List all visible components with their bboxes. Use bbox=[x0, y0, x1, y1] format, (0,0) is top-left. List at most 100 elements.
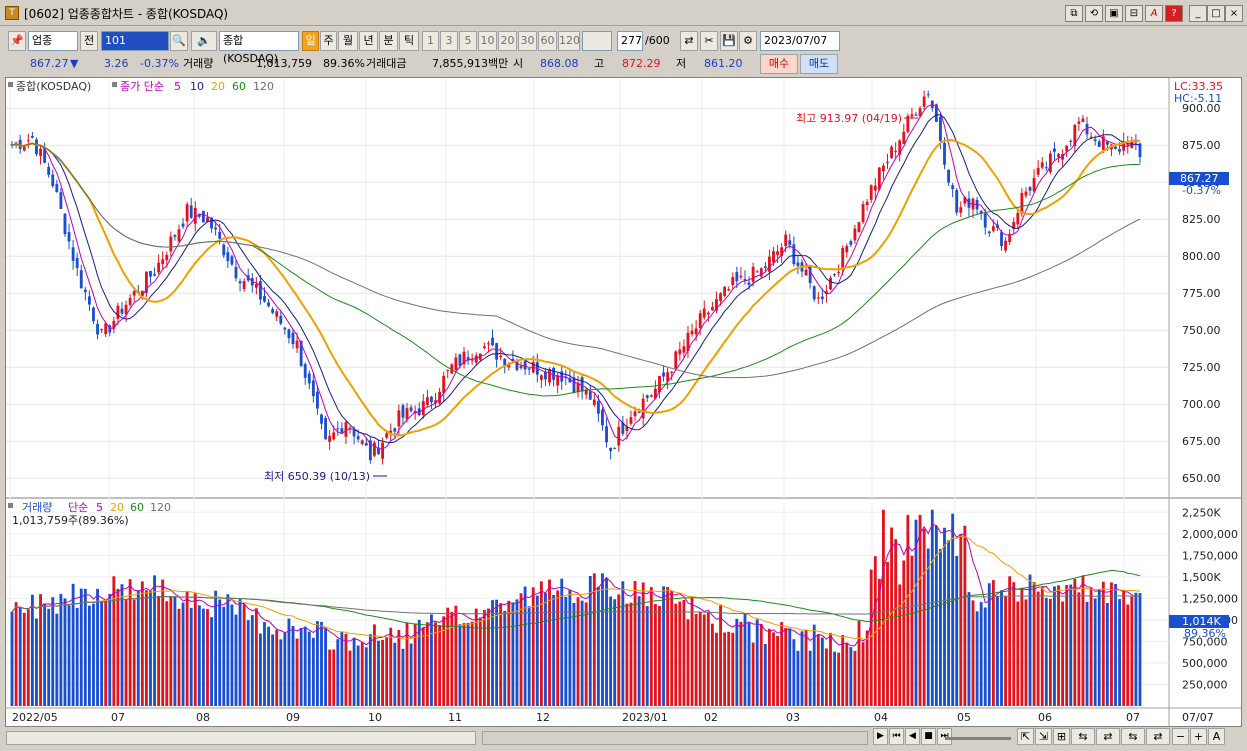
tab-year[interactable]: 년 bbox=[359, 31, 378, 51]
candle-body bbox=[751, 266, 755, 282]
code-input[interactable]: 101 bbox=[101, 31, 169, 51]
interval-dropdown[interactable] bbox=[582, 31, 612, 51]
interval-20[interactable]: 20 bbox=[498, 31, 517, 51]
font-size-button[interactable]: A bbox=[1208, 728, 1225, 745]
prev-page-button[interactable]: ◀ bbox=[905, 728, 920, 745]
tab-tick[interactable]: 틱 bbox=[399, 31, 419, 51]
zoom-out-button[interactable]: − bbox=[1172, 728, 1189, 745]
volume-ytick-label: 1,250,000 bbox=[1182, 592, 1238, 605]
pin-icon[interactable]: 📌 bbox=[8, 31, 26, 51]
interval-60[interactable]: 60 bbox=[538, 31, 557, 51]
high-value: 872.29 bbox=[622, 57, 661, 70]
volume-bar bbox=[641, 582, 645, 706]
tool-6-icon[interactable]: ⇆ bbox=[1121, 728, 1145, 745]
candle-body bbox=[926, 94, 930, 96]
volume-bar bbox=[51, 597, 55, 706]
scroll-track[interactable] bbox=[482, 731, 868, 745]
volume-bar bbox=[271, 634, 275, 706]
interval-30[interactable]: 30 bbox=[518, 31, 537, 51]
candle-body bbox=[1048, 153, 1052, 173]
market-select[interactable]: 업종 bbox=[28, 31, 78, 51]
buy-button[interactable]: 매수 bbox=[760, 54, 798, 74]
tool-3-icon[interactable]: ⊞ bbox=[1053, 728, 1070, 745]
volume-bar bbox=[751, 642, 755, 706]
speaker-icon[interactable]: 🔈 bbox=[191, 31, 217, 51]
candle-body bbox=[181, 223, 185, 227]
volume-bar bbox=[930, 509, 934, 706]
chart-area[interactable]: 900.00875.00850.00825.00800.00775.00750.… bbox=[5, 77, 1242, 727]
tab-week[interactable]: 주 bbox=[320, 31, 337, 51]
candle-body bbox=[108, 325, 112, 333]
interval-1[interactable]: 1 bbox=[422, 31, 439, 51]
volume-bar bbox=[482, 610, 486, 706]
candle-body bbox=[116, 305, 120, 319]
candle-body bbox=[1028, 187, 1032, 191]
tool-5-icon[interactable]: ⇄ bbox=[1096, 728, 1120, 745]
candle-body bbox=[735, 271, 739, 282]
play-button[interactable]: ▶ bbox=[873, 728, 888, 745]
xaxis-label: 09 bbox=[286, 711, 300, 724]
interval-10[interactable]: 10 bbox=[478, 31, 497, 51]
volume-bar bbox=[592, 573, 596, 706]
candle-body bbox=[1032, 178, 1036, 192]
ma5-legend: 5 bbox=[174, 80, 181, 93]
count-input[interactable]: 277 bbox=[617, 31, 643, 51]
prev-button[interactable]: 전 bbox=[80, 31, 98, 51]
candle-body bbox=[617, 427, 621, 446]
scroll-icon[interactable]: ⇄ bbox=[680, 31, 698, 51]
tool-2-icon[interactable]: ⇲ bbox=[1035, 728, 1052, 745]
vol-ma60-legend: 60 bbox=[130, 501, 144, 514]
minimize-button[interactable]: _ bbox=[1189, 5, 1207, 22]
tool-4-icon[interactable]: ⇆ bbox=[1071, 728, 1095, 745]
maximize-button[interactable]: □ bbox=[1207, 5, 1225, 22]
tool-1-icon[interactable]: ⇱ bbox=[1017, 728, 1034, 745]
volume-bar bbox=[682, 599, 686, 706]
interval-5[interactable]: 5 bbox=[459, 31, 477, 51]
zoom-slider[interactable] bbox=[945, 737, 1011, 740]
candle-body bbox=[1089, 136, 1093, 138]
zoom-in-button[interactable]: + bbox=[1190, 728, 1207, 745]
xaxis-right-label: 07/07 bbox=[1182, 711, 1214, 724]
date-input[interactable]: 2023/07/07 bbox=[760, 31, 840, 51]
last-button[interactable]: ⏭ bbox=[937, 728, 952, 745]
interval-3[interactable]: 3 bbox=[440, 31, 458, 51]
tool-icon[interactable]: ✂ bbox=[700, 31, 718, 51]
price-volume-chart[interactable]: 900.00875.00850.00825.00800.00775.00750.… bbox=[6, 78, 1241, 726]
save-icon[interactable]: 💾 bbox=[720, 31, 738, 51]
sell-button[interactable]: 매도 bbox=[800, 54, 838, 74]
candle-body bbox=[92, 307, 95, 322]
tab-minute[interactable]: 분 bbox=[379, 31, 398, 51]
volume-bar bbox=[153, 575, 156, 706]
last-price-label: 867.27 bbox=[1180, 172, 1219, 185]
tab-month[interactable]: 월 bbox=[338, 31, 358, 51]
candle-body bbox=[552, 367, 556, 380]
tile-icon[interactable]: ⧉ bbox=[1065, 5, 1083, 22]
volume-bar bbox=[580, 600, 584, 706]
split-icon[interactable]: ⊟ bbox=[1125, 5, 1143, 22]
close-button[interactable]: × bbox=[1225, 5, 1243, 22]
help-icon[interactable]: ? bbox=[1165, 5, 1183, 22]
candle-body bbox=[120, 308, 124, 314]
gear-icon[interactable]: ⚙ bbox=[739, 31, 757, 51]
candle-body bbox=[649, 395, 653, 397]
tool-7-icon[interactable]: ⇄ bbox=[1146, 728, 1170, 745]
candle-body bbox=[796, 262, 800, 266]
tab-day[interactable]: 일 bbox=[302, 31, 319, 51]
refresh-icon[interactable]: ⟲ bbox=[1085, 5, 1103, 22]
volume-bar bbox=[706, 612, 710, 706]
volume-bar bbox=[967, 592, 971, 706]
screen-icon[interactable]: ▣ bbox=[1105, 5, 1123, 22]
volume-bar bbox=[987, 583, 991, 706]
interval-120[interactable]: 120 bbox=[558, 31, 580, 51]
horizontal-scrollbar[interactable] bbox=[6, 731, 476, 745]
volume-bar bbox=[71, 583, 75, 706]
candle-body bbox=[694, 328, 698, 335]
first-button[interactable]: ⏮ bbox=[889, 728, 904, 745]
stop-button[interactable]: ■ bbox=[921, 728, 936, 745]
candle-body bbox=[706, 312, 710, 315]
candle-body bbox=[678, 349, 682, 355]
volume-bar bbox=[735, 618, 739, 706]
search-icon[interactable]: 🔍 bbox=[170, 31, 188, 51]
volume-legend-ma: 단순 bbox=[68, 501, 88, 514]
font-icon[interactable]: A bbox=[1145, 5, 1163, 22]
